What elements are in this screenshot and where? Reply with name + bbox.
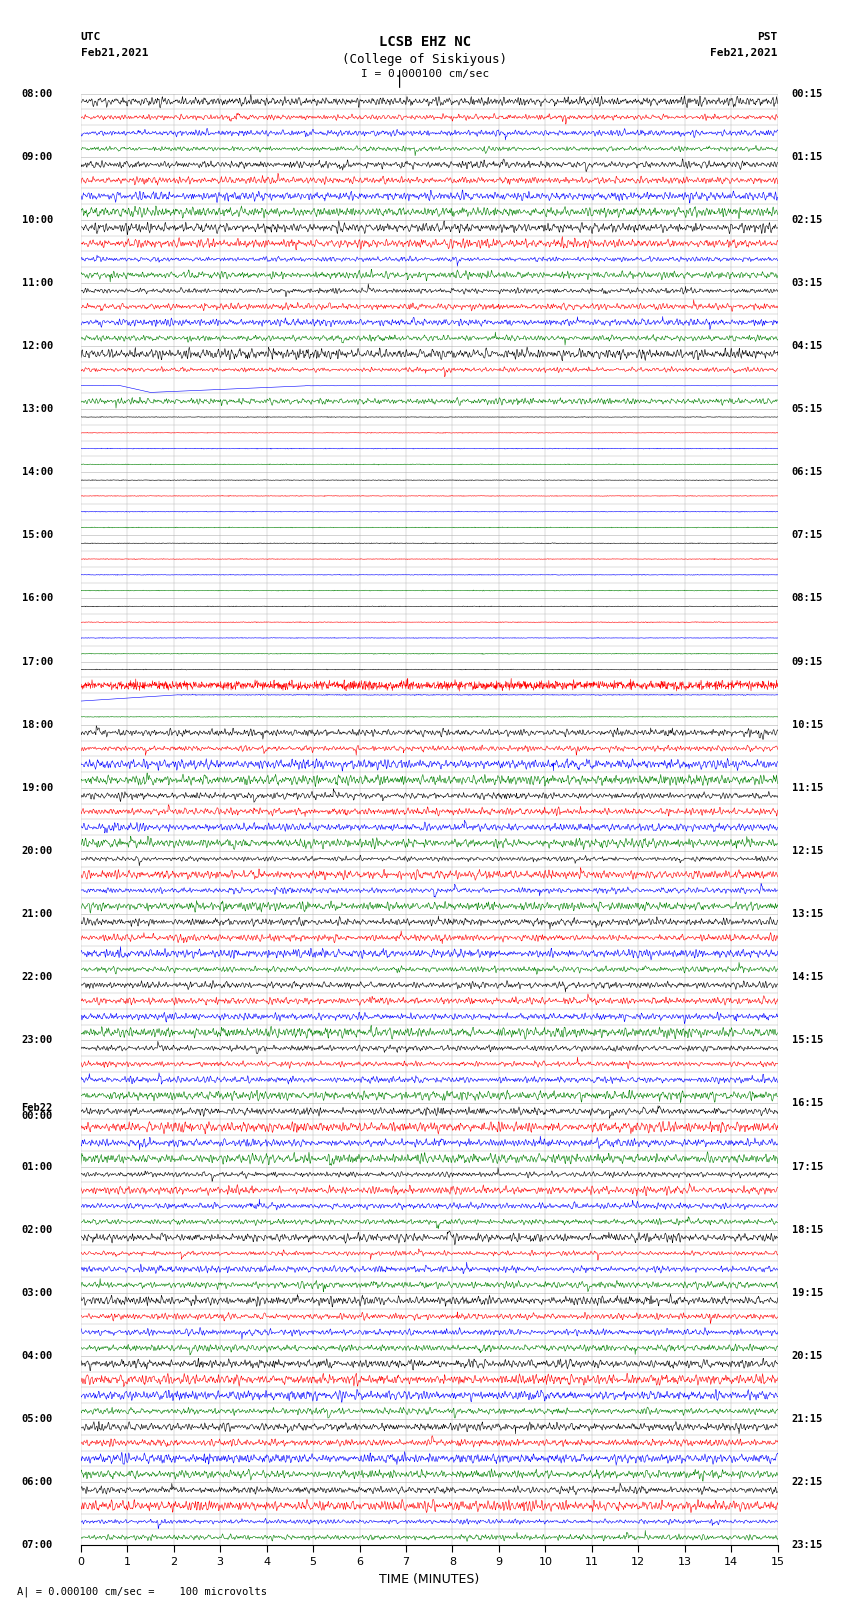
Text: (College of Siskiyous): (College of Siskiyous): [343, 53, 507, 66]
Text: 00:15: 00:15: [791, 89, 823, 98]
Text: UTC: UTC: [81, 32, 101, 42]
Text: 11:00: 11:00: [21, 277, 53, 287]
Text: 11:15: 11:15: [791, 782, 823, 794]
Text: A| = 0.000100 cm/sec =    100 microvolts: A| = 0.000100 cm/sec = 100 microvolts: [17, 1586, 267, 1597]
Text: 06:00: 06:00: [21, 1478, 53, 1487]
Text: 18:15: 18:15: [791, 1224, 823, 1234]
Text: 00:00: 00:00: [21, 1111, 53, 1121]
Text: 13:00: 13:00: [21, 405, 53, 415]
Text: 09:15: 09:15: [791, 656, 823, 666]
Text: 02:00: 02:00: [21, 1224, 53, 1234]
Text: 04:15: 04:15: [791, 340, 823, 352]
Text: PST: PST: [757, 32, 778, 42]
X-axis label: TIME (MINUTES): TIME (MINUTES): [379, 1573, 479, 1586]
Text: I = 0.000100 cm/sec: I = 0.000100 cm/sec: [361, 69, 489, 79]
Text: 15:15: 15:15: [791, 1036, 823, 1045]
Text: 07:15: 07:15: [791, 531, 823, 540]
Text: 08:00: 08:00: [21, 89, 53, 98]
Text: Feb22: Feb22: [21, 1103, 53, 1113]
Text: 19:00: 19:00: [21, 782, 53, 794]
Text: 02:15: 02:15: [791, 215, 823, 224]
Text: 14:15: 14:15: [791, 973, 823, 982]
Text: 16:15: 16:15: [791, 1098, 823, 1108]
Text: 17:15: 17:15: [791, 1161, 823, 1171]
Text: 06:15: 06:15: [791, 468, 823, 477]
Text: 20:00: 20:00: [21, 845, 53, 857]
Text: 19:15: 19:15: [791, 1287, 823, 1298]
Text: │: │: [395, 69, 404, 87]
Text: 14:00: 14:00: [21, 468, 53, 477]
Text: 03:00: 03:00: [21, 1287, 53, 1298]
Text: 07:00: 07:00: [21, 1540, 53, 1550]
Text: 10:15: 10:15: [791, 719, 823, 729]
Text: 23:15: 23:15: [791, 1540, 823, 1550]
Text: 01:00: 01:00: [21, 1161, 53, 1171]
Text: Feb21,2021: Feb21,2021: [711, 48, 778, 58]
Text: 01:15: 01:15: [791, 152, 823, 161]
Text: 15:00: 15:00: [21, 531, 53, 540]
Text: 05:00: 05:00: [21, 1415, 53, 1424]
Text: 10:00: 10:00: [21, 215, 53, 224]
Text: 22:15: 22:15: [791, 1478, 823, 1487]
Text: 12:15: 12:15: [791, 845, 823, 857]
Text: 21:00: 21:00: [21, 910, 53, 919]
Text: 18:00: 18:00: [21, 719, 53, 729]
Text: 17:00: 17:00: [21, 656, 53, 666]
Text: Feb21,2021: Feb21,2021: [81, 48, 148, 58]
Text: 22:00: 22:00: [21, 973, 53, 982]
Text: 21:15: 21:15: [791, 1415, 823, 1424]
Text: 04:00: 04:00: [21, 1352, 53, 1361]
Text: 13:15: 13:15: [791, 910, 823, 919]
Text: LCSB EHZ NC: LCSB EHZ NC: [379, 35, 471, 50]
Text: 05:15: 05:15: [791, 405, 823, 415]
Text: 16:00: 16:00: [21, 594, 53, 603]
Text: 09:00: 09:00: [21, 152, 53, 161]
Text: 23:00: 23:00: [21, 1036, 53, 1045]
Text: 08:15: 08:15: [791, 594, 823, 603]
Text: 03:15: 03:15: [791, 277, 823, 287]
Text: 20:15: 20:15: [791, 1352, 823, 1361]
Text: 12:00: 12:00: [21, 340, 53, 352]
